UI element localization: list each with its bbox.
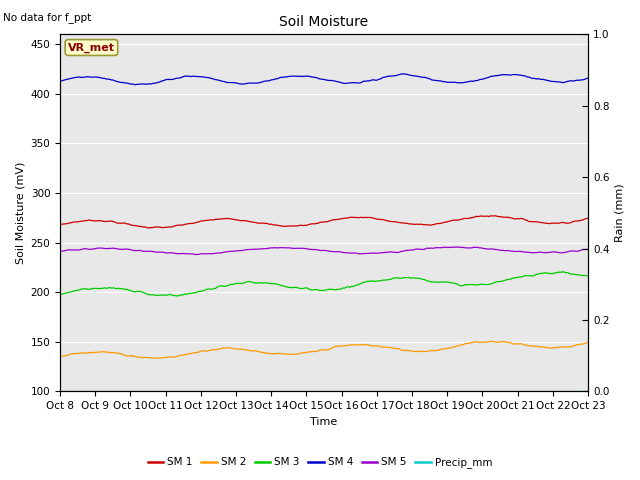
Text: VR_met: VR_met: [68, 42, 115, 53]
Y-axis label: Rain (mm): Rain (mm): [615, 183, 625, 242]
Text: No data for f_ppt: No data for f_ppt: [3, 12, 92, 23]
Y-axis label: Soil Moisture (mV): Soil Moisture (mV): [15, 162, 25, 264]
Legend: SM 1, SM 2, SM 3, SM 4, SM 5, Precip_mm: SM 1, SM 2, SM 3, SM 4, SM 5, Precip_mm: [143, 453, 497, 472]
Title: Soil Moisture: Soil Moisture: [280, 15, 369, 29]
X-axis label: Time: Time: [310, 417, 338, 427]
